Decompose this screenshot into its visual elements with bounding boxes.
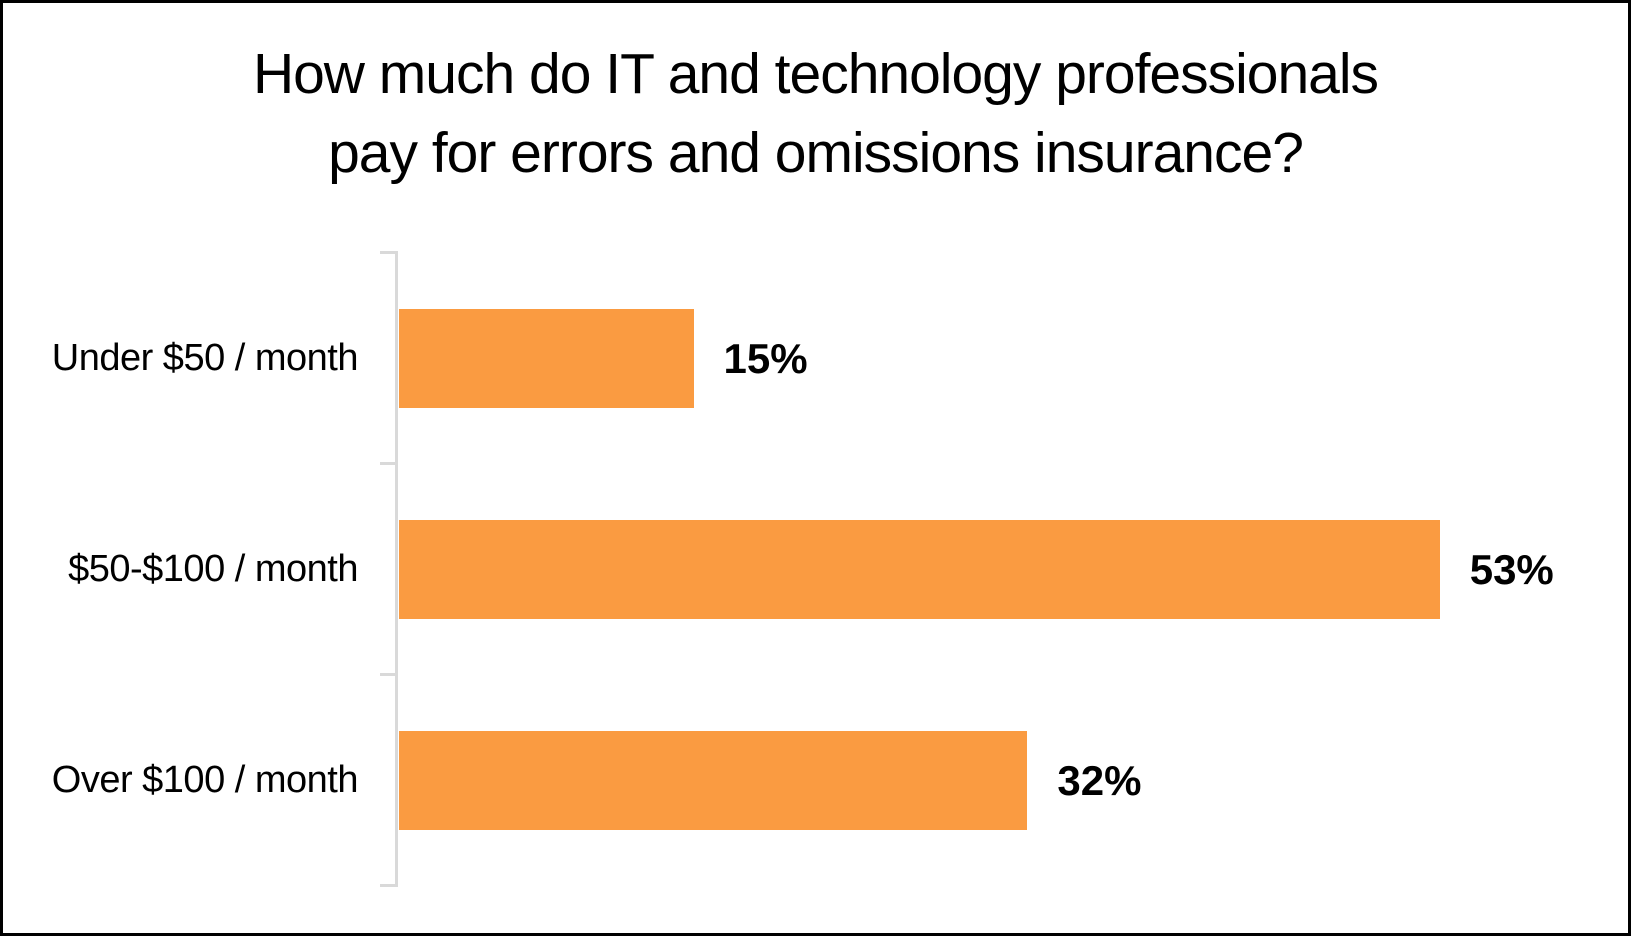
bar-over-100 <box>399 731 1028 830</box>
bar-track-50-100: 53% <box>399 520 1554 619</box>
axis-tick-bottom <box>380 884 398 887</box>
chart-title-line-1: How much do IT and technology profession… <box>252 42 1379 106</box>
category-label-under-50: Under $50 / month <box>51 337 359 379</box>
bar-track-over-100: 32% <box>399 731 1479 830</box>
axis-tick-boundary-2 <box>380 673 398 676</box>
bar-track-under-50: 15% <box>399 309 1479 408</box>
bar-under-50 <box>399 309 694 408</box>
bar-50-100 <box>399 520 1440 619</box>
category-label-over-100: Over $100 / month <box>51 759 359 801</box>
category-label-50-100: $50-$100 / month <box>68 548 358 590</box>
chart-title: How much do IT and technology profession… <box>3 35 1628 193</box>
value-label-under-50: 15% <box>723 334 808 382</box>
axis-tick-top <box>380 251 398 254</box>
chart-row-over-100: Over $100 / month 32% <box>3 731 1628 830</box>
value-label-50-100: 53% <box>1469 545 1554 593</box>
y-axis-line <box>395 253 398 886</box>
chart-row-under-50: Under $50 / month 15% <box>3 309 1628 408</box>
value-label-over-100: 32% <box>1057 756 1142 804</box>
chart-title-line-2: pay for errors and omissions insurance? <box>328 121 1304 185</box>
axis-tick-boundary-1 <box>380 462 398 465</box>
chart-row-50-100: $50-$100 / month 53% <box>3 520 1628 619</box>
